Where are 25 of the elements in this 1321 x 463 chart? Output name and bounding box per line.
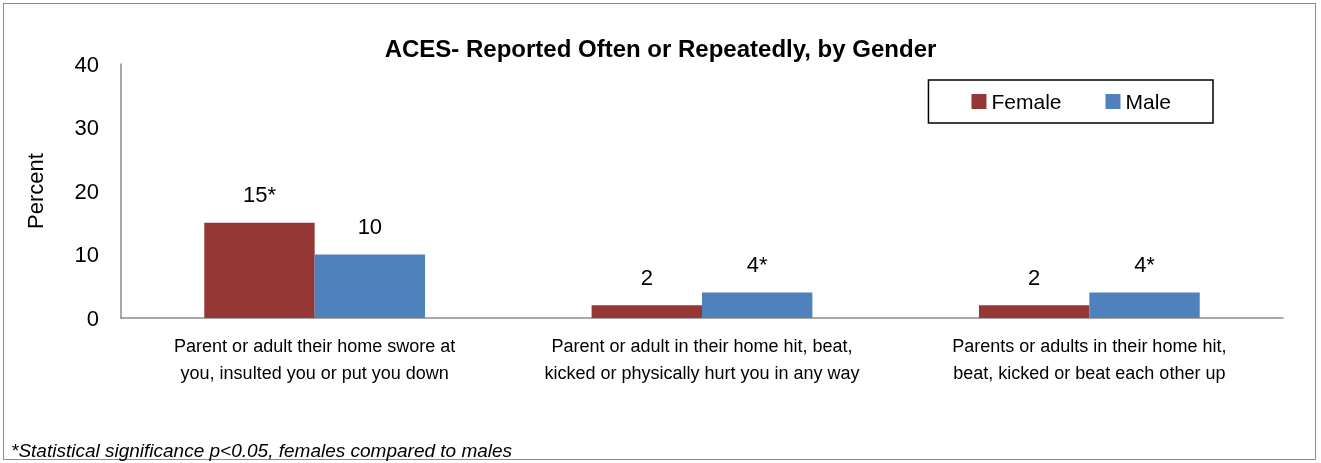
x-tick-label: Parent or adult in their home hit, beat, kicked or physically hurt you in any way [544,335,860,383]
data-label: 15* [242,182,277,208]
text: *Statistical significance p<0.05, females compared to males [11,440,513,461]
bar [591,305,702,318]
y-tick-label: 30 [74,115,99,140]
bar [702,292,813,318]
data-label: 10 [357,214,383,239]
y-tick-label: 40 [74,51,99,77]
y-tick-label: 0 [86,305,99,331]
y-tick-label: 20 [74,178,99,204]
data-label: 4* [746,252,769,278]
bar [1089,292,1200,318]
x-tick-label: Parent or adult their home swore at you, insulted you or put you down [174,335,456,383]
bar [314,254,426,318]
y-axis-title: Percent [22,153,48,229]
legend-label: Male [1125,90,1172,113]
legend-label: Female [991,90,1062,113]
bar [204,222,315,318]
x-tick-label: Parents or adults in their home hit, beat, kicked or beat each other up [952,335,1227,383]
chart-title: ACES- Reported Often or Repeatedly, by Gender [384,34,937,62]
y-tick-label: 10 [74,242,99,267]
bar [978,305,1090,318]
data-label: 2 [1028,264,1041,290]
data-label: 2 [640,264,653,290]
data-label: 4* [1134,252,1156,278]
